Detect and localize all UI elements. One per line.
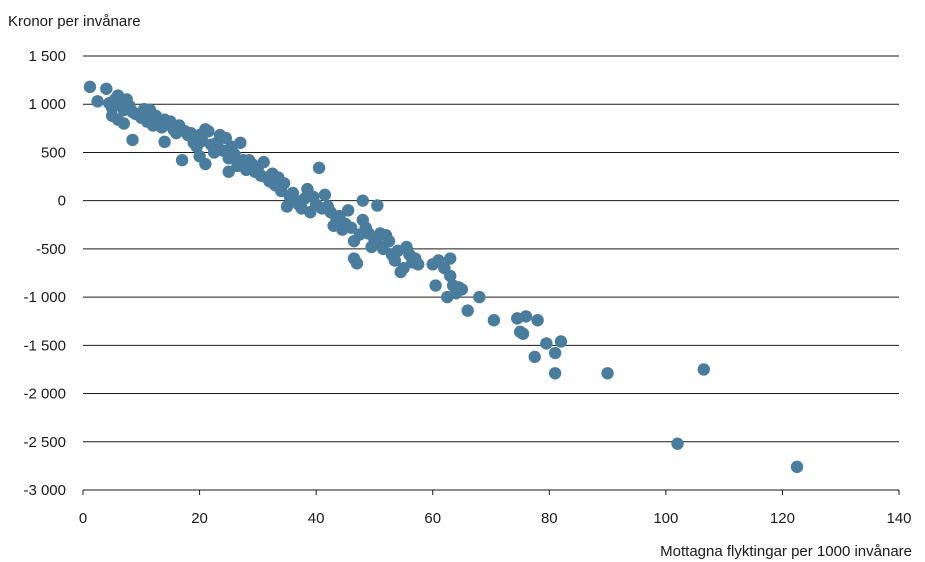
data-point xyxy=(531,314,544,327)
gridlines xyxy=(83,55,899,443)
data-point xyxy=(91,95,104,108)
data-point xyxy=(461,304,474,317)
y-tick-label: 0 xyxy=(58,193,66,210)
data-point xyxy=(280,200,294,213)
data-point xyxy=(219,131,232,145)
data-point xyxy=(100,82,113,95)
x-axis xyxy=(82,489,900,495)
data-point xyxy=(318,188,332,202)
data-points xyxy=(83,80,804,474)
x-tick-label: 140 xyxy=(886,510,911,527)
y-tick-label: -2 000 xyxy=(23,386,66,403)
data-point xyxy=(540,337,553,350)
data-point xyxy=(548,346,562,360)
x-tick-label: 60 xyxy=(424,510,441,527)
data-point xyxy=(697,363,710,376)
data-point xyxy=(277,177,291,190)
data-point xyxy=(228,148,241,161)
data-point xyxy=(397,261,410,275)
y-axis-title: Kronor per invånare xyxy=(8,13,141,30)
data-point xyxy=(554,335,568,348)
data-point xyxy=(234,136,247,149)
y-tick-label: -3 000 xyxy=(23,482,66,499)
y-tick-label: -2 500 xyxy=(23,434,66,451)
data-point xyxy=(473,290,486,304)
data-point xyxy=(371,199,384,212)
data-point xyxy=(444,269,457,283)
x-tick-label: 0 xyxy=(79,510,87,527)
data-point xyxy=(342,204,355,217)
y-tick-label: 1 500 xyxy=(28,48,66,65)
x-tick-label: 80 xyxy=(541,510,558,527)
x-tick-label: 120 xyxy=(770,510,795,527)
data-point xyxy=(487,314,501,327)
data-point xyxy=(356,194,369,207)
data-point xyxy=(175,153,189,167)
data-point xyxy=(388,254,402,267)
data-point xyxy=(671,437,684,450)
data-point xyxy=(382,234,396,248)
y-tick-labels: 1 500 1 000 500 0 -500 -1 000 -1 500 -2 000 -2 5… xyxy=(23,48,66,499)
data-point xyxy=(344,221,358,234)
data-point xyxy=(312,161,326,175)
data-point xyxy=(350,257,364,270)
x-tick-label: 40 xyxy=(308,510,325,527)
x-tick-labels: 0 20 40 60 80 100 120 140 xyxy=(79,510,912,527)
data-point xyxy=(519,310,533,323)
y-tick-label: -1 500 xyxy=(23,337,66,354)
data-point xyxy=(444,252,457,265)
data-point xyxy=(790,460,804,474)
data-point xyxy=(411,258,425,271)
data-point xyxy=(516,327,530,340)
x-axis-title: Mottagna flyktingar per 1000 invånare xyxy=(660,543,912,560)
data-point xyxy=(257,155,270,169)
data-point xyxy=(199,157,212,171)
data-point xyxy=(158,135,171,149)
y-tick-label: 1 000 xyxy=(28,96,66,113)
data-point xyxy=(548,367,562,380)
y-tick-label: 500 xyxy=(41,144,66,161)
x-tick-label: 100 xyxy=(653,510,678,527)
y-tick-label: -500 xyxy=(36,241,66,258)
data-point xyxy=(455,283,469,296)
data-point xyxy=(429,279,442,292)
y-tick-label: -1 000 xyxy=(23,289,66,306)
data-point xyxy=(202,125,215,138)
data-point xyxy=(126,133,139,147)
data-point xyxy=(222,165,235,178)
data-point xyxy=(528,350,541,364)
data-point xyxy=(83,80,97,94)
data-point xyxy=(117,117,130,130)
data-point xyxy=(601,367,614,380)
x-tick-label: 20 xyxy=(191,510,208,527)
